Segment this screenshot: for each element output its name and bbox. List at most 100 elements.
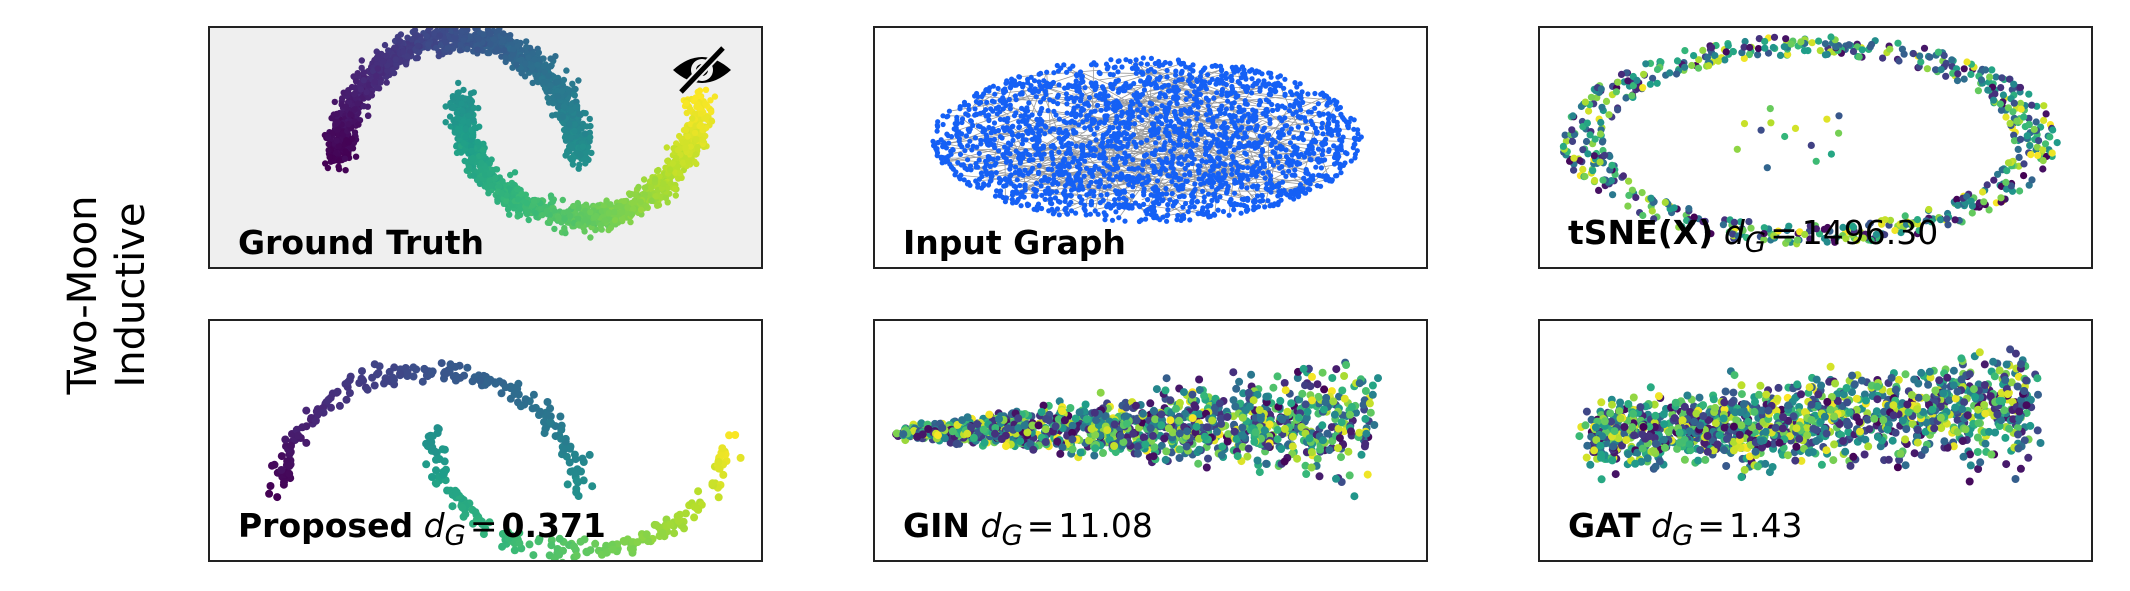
graph-node	[1013, 184, 1019, 190]
scatter-point	[575, 204, 582, 212]
graph-node	[1137, 204, 1143, 210]
graph-node	[1275, 159, 1281, 165]
graph-node	[1101, 160, 1107, 166]
scatter-point	[352, 78, 360, 85]
graph-node	[1147, 100, 1153, 106]
graph-node	[979, 93, 985, 100]
graph-node	[1310, 122, 1316, 128]
graph-node	[1036, 162, 1042, 169]
graph-node	[1025, 202, 1031, 209]
graph-node	[1180, 204, 1186, 210]
scatter-point	[484, 49, 491, 56]
graph-node	[1179, 76, 1185, 82]
graph-node	[993, 170, 999, 176]
graph-node	[1126, 153, 1132, 159]
graph-node	[1139, 91, 1146, 97]
graph-node	[1221, 80, 1227, 86]
graph-node	[1170, 154, 1176, 160]
graph-node	[1113, 119, 1119, 126]
graph-node	[1193, 142, 1199, 148]
graph-node	[1009, 192, 1016, 198]
graph-node	[1223, 75, 1229, 81]
graph-node	[1037, 99, 1044, 105]
scatter-point	[676, 170, 684, 177]
scatter-point	[442, 103, 449, 110]
graph-node	[1151, 124, 1157, 130]
graph-node	[1164, 159, 1170, 166]
scatter-point	[460, 139, 467, 147]
scatter-point	[347, 111, 354, 118]
graph-node	[1295, 124, 1301, 130]
graph-node	[1074, 177, 1080, 183]
scatter-point	[358, 64, 365, 72]
graph-node	[1044, 82, 1050, 88]
graph-node	[1309, 146, 1315, 152]
graph-node	[1113, 209, 1119, 215]
graph-node	[1108, 138, 1114, 144]
graph-node	[1116, 58, 1122, 64]
scatter-point	[630, 205, 637, 213]
scatter-point	[697, 110, 705, 117]
scatter-point	[503, 197, 510, 204]
graph-node	[1211, 95, 1217, 101]
scatter-point	[571, 85, 578, 92]
graph-node	[995, 127, 1002, 134]
graph-node	[997, 193, 1003, 199]
scatter-point	[436, 32, 443, 39]
graph-node	[1029, 136, 1035, 142]
graph-node	[1135, 165, 1141, 171]
scatter-point	[384, 62, 391, 69]
scatter-point	[516, 206, 524, 213]
scatter-point	[498, 189, 505, 197]
graph-node	[1259, 158, 1265, 164]
scatter-point	[579, 143, 587, 150]
graph-node	[1319, 120, 1325, 126]
graph-node	[954, 117, 960, 123]
graph-node	[1080, 147, 1086, 153]
graph-node	[1156, 126, 1162, 132]
scatter-point	[663, 144, 670, 151]
graph-node	[1314, 183, 1320, 189]
graph-node	[1298, 107, 1304, 113]
scatter-point	[469, 131, 476, 138]
scatter-point	[693, 160, 700, 168]
graph-node	[1035, 170, 1042, 177]
scatter-point	[691, 129, 699, 136]
graph-node	[1165, 88, 1172, 94]
scatter-point	[554, 93, 562, 100]
scatter-point	[352, 153, 360, 160]
graph-node	[1173, 90, 1179, 96]
graph-node	[1122, 82, 1129, 88]
scatter-point	[567, 155, 574, 162]
graph-node	[1009, 129, 1015, 136]
scatter-point	[355, 121, 362, 128]
scatter-point	[543, 207, 550, 215]
graph-node	[1255, 144, 1261, 150]
graph-node	[972, 106, 978, 112]
graph-node	[1178, 70, 1185, 76]
scatter-point	[507, 171, 514, 179]
scatter-point	[480, 152, 487, 159]
graph-node	[1098, 143, 1104, 149]
graph-node	[978, 137, 984, 143]
graph-node	[1165, 82, 1172, 88]
scatter-point	[569, 80, 576, 87]
panel-input-graph: Input Graph	[873, 26, 1428, 269]
graph-node	[1348, 158, 1354, 164]
graph-node	[1080, 119, 1086, 125]
graph-node	[1284, 123, 1290, 129]
graph-node	[1216, 131, 1222, 137]
scatter-point	[474, 46, 481, 53]
graph-node	[1194, 116, 1200, 122]
scatter-point	[389, 67, 396, 74]
graph-node	[1056, 116, 1062, 122]
row-label-line1: Two-Moon	[60, 196, 106, 396]
graph-node	[1073, 143, 1079, 149]
scatter-point	[575, 221, 582, 228]
scatter-point	[699, 136, 707, 144]
graph-node	[1282, 76, 1288, 82]
scatter-point	[662, 194, 670, 202]
graph-node	[1153, 140, 1159, 146]
graph-edge	[977, 96, 1009, 116]
graph-node	[1097, 70, 1103, 77]
